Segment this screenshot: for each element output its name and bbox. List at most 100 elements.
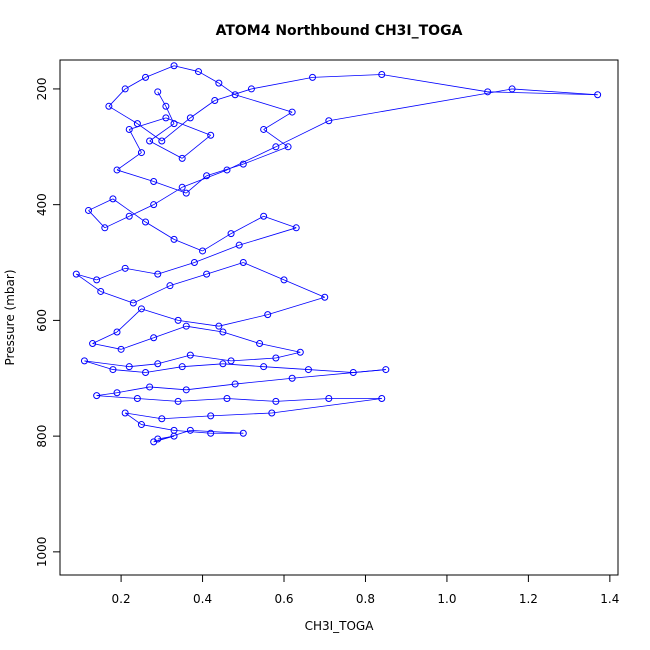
series-segment xyxy=(145,366,183,373)
data-point xyxy=(93,276,101,284)
series-segment xyxy=(182,169,228,188)
series-segment xyxy=(283,279,325,298)
data-point xyxy=(142,73,150,81)
series-segment xyxy=(125,412,162,420)
series-segment xyxy=(190,354,232,362)
data-point xyxy=(170,120,178,128)
series-segment xyxy=(182,363,223,368)
series-segment xyxy=(104,215,130,229)
data-point xyxy=(142,368,150,376)
data-point xyxy=(101,224,109,232)
data-point xyxy=(207,429,215,437)
data-point xyxy=(186,426,194,434)
data-point xyxy=(85,206,93,214)
data-point xyxy=(109,195,117,203)
y-tick-label: 800 xyxy=(35,425,49,448)
series-segment xyxy=(116,308,142,333)
data-point xyxy=(113,389,121,397)
series-segment xyxy=(174,429,211,434)
data-point xyxy=(256,340,264,348)
data-point xyxy=(378,395,386,403)
data-point xyxy=(129,299,137,307)
y-axis-label: Pressure (mbar) xyxy=(3,269,17,365)
data-point xyxy=(89,340,97,348)
series-segment xyxy=(157,354,191,365)
data-point xyxy=(125,363,133,371)
data-point xyxy=(137,421,145,429)
data-point xyxy=(288,374,296,382)
data-point xyxy=(97,287,105,295)
data-point xyxy=(194,68,202,76)
data-point xyxy=(203,270,211,278)
data-point xyxy=(190,259,198,267)
data-point xyxy=(125,125,133,133)
series-segment xyxy=(145,65,175,78)
data-point xyxy=(150,334,158,342)
data-point xyxy=(182,189,190,197)
series-segment xyxy=(181,134,211,159)
data-point xyxy=(113,328,121,336)
data-point xyxy=(137,305,145,313)
x-tick-label: 1.4 xyxy=(600,592,619,606)
data-point xyxy=(272,354,280,362)
data-point xyxy=(133,395,141,403)
series-segment xyxy=(243,146,289,165)
series-segment xyxy=(186,383,236,391)
x-tick-label: 0.2 xyxy=(112,592,131,606)
series-segment xyxy=(153,181,187,194)
x-tick-label: 0.4 xyxy=(193,592,212,606)
data-point xyxy=(239,429,247,437)
x-axis-label: CH3I_TOGA xyxy=(305,619,375,633)
data-point xyxy=(260,212,268,220)
data-point xyxy=(508,85,516,93)
data-point xyxy=(280,276,288,284)
data-point xyxy=(272,397,280,405)
series-segment xyxy=(149,140,183,159)
series-segment xyxy=(222,363,264,368)
series-segment xyxy=(231,357,276,362)
data-point xyxy=(325,117,333,125)
series-segment xyxy=(169,273,207,287)
data-point xyxy=(325,395,333,403)
data-point xyxy=(292,224,300,232)
series-segment xyxy=(84,360,114,370)
data-point xyxy=(203,172,211,180)
series-segment xyxy=(129,204,154,217)
data-point xyxy=(296,348,304,356)
data-point xyxy=(121,409,129,417)
series-segment xyxy=(141,424,175,431)
data-point xyxy=(349,368,357,376)
y-tick-label: 200 xyxy=(35,77,49,100)
data-point xyxy=(594,91,602,99)
chart-title: ATOM4 Northbound CH3I_TOGA xyxy=(216,23,463,39)
series-segment xyxy=(328,88,513,122)
series-segment xyxy=(210,412,272,417)
series-segment xyxy=(88,198,114,211)
series-segment xyxy=(267,296,325,315)
x-tick-label: 0.8 xyxy=(356,592,375,606)
data-point xyxy=(247,85,255,93)
data-point xyxy=(227,357,235,365)
series-segment xyxy=(76,273,101,292)
data-point xyxy=(309,73,317,81)
series-segment xyxy=(259,343,301,353)
data-point xyxy=(260,363,268,371)
series-segment xyxy=(275,398,329,402)
series-segment xyxy=(198,71,220,84)
data-point xyxy=(174,397,182,405)
series-segment xyxy=(128,129,142,153)
data-point xyxy=(170,62,178,70)
series-segment xyxy=(153,186,183,206)
data-point xyxy=(227,230,235,238)
series-segment xyxy=(190,100,216,119)
series-segment xyxy=(108,88,126,107)
data-point xyxy=(215,322,223,330)
series-segment xyxy=(190,429,244,434)
series-segment xyxy=(206,262,244,275)
series-segment xyxy=(235,94,293,113)
series-segment xyxy=(157,91,167,107)
data-point xyxy=(231,91,239,99)
data-point xyxy=(137,149,145,157)
series-segment xyxy=(487,91,598,96)
series-segment xyxy=(112,198,146,223)
